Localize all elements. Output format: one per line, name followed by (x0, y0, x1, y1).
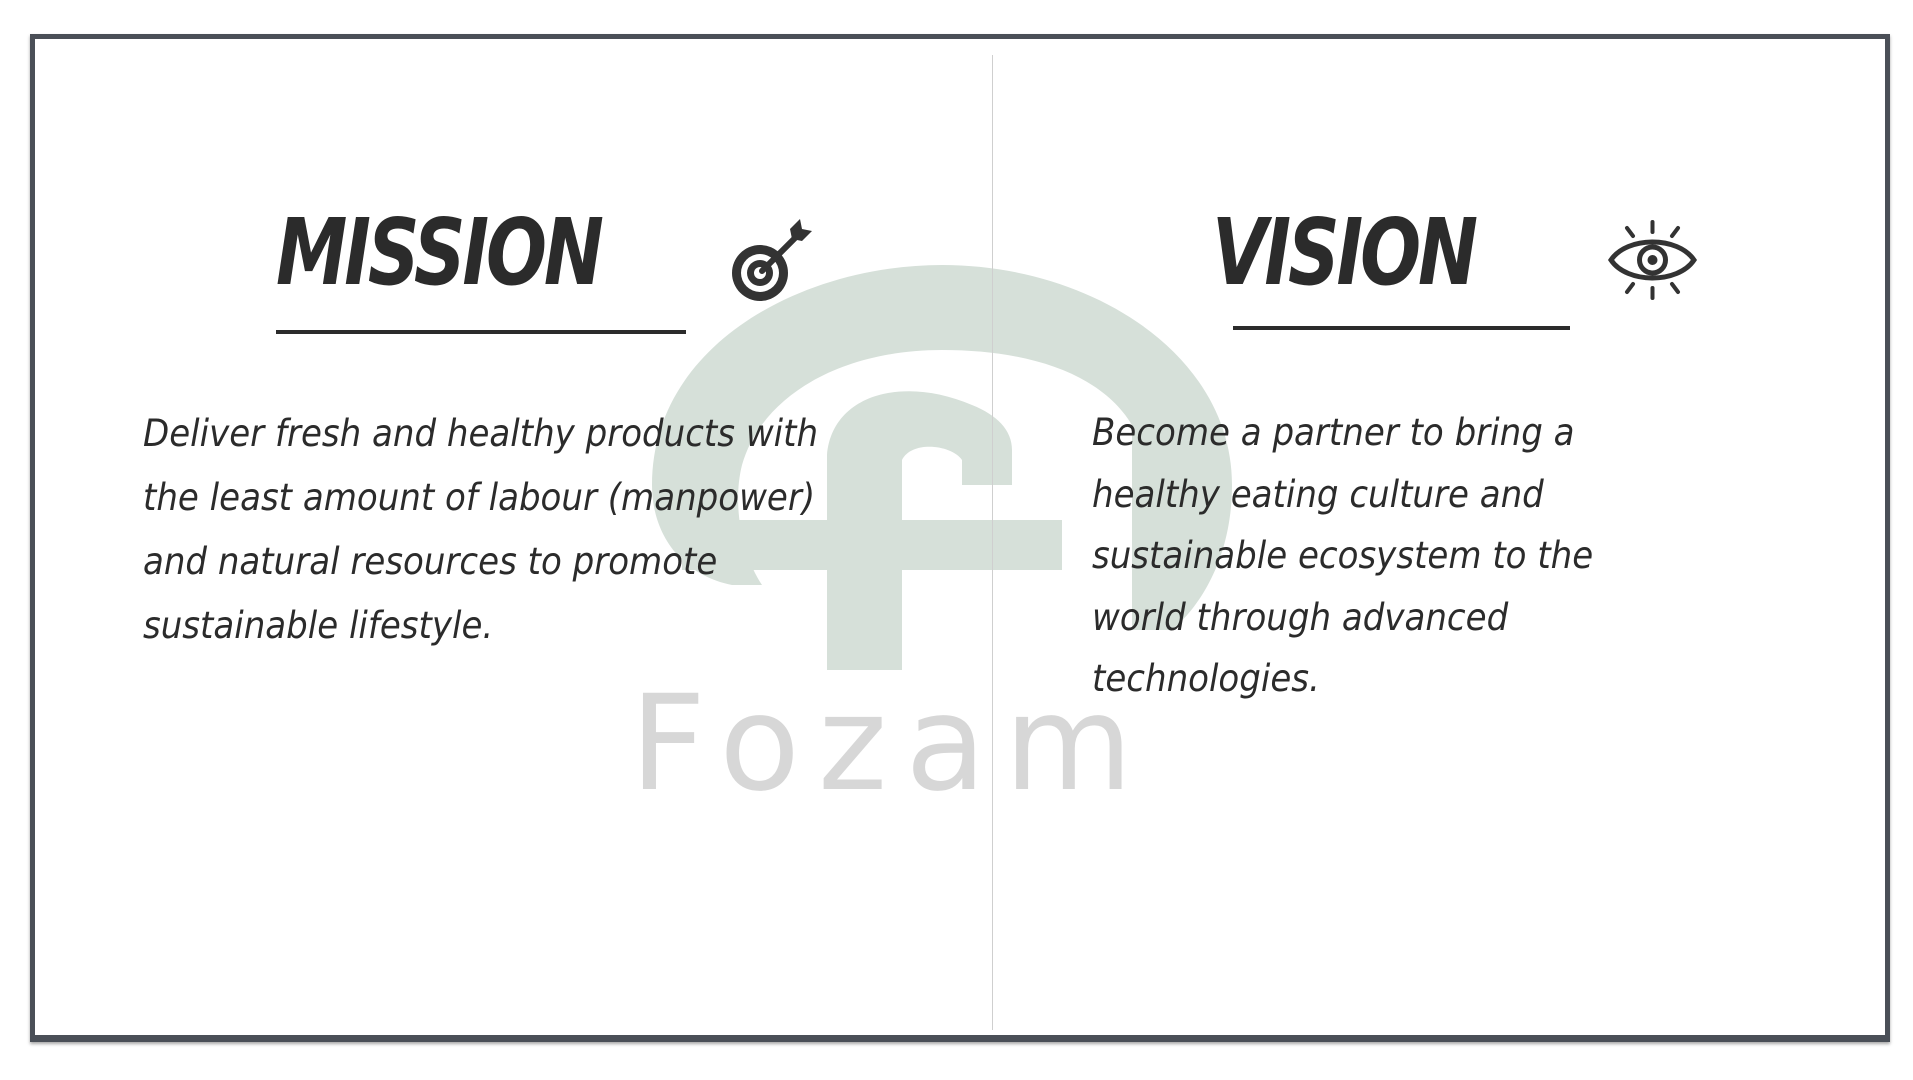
fozam-brand-watermark: Fozam (630, 667, 1151, 821)
column-divider (992, 55, 993, 1030)
vision-underline (1233, 326, 1570, 330)
vision-statement: Become a partner to bring a healthy eati… (1092, 411, 1594, 700)
mission-title: MISSION (276, 199, 604, 306)
fozam-logo-watermark (652, 265, 1232, 670)
vision-title: VISION (1212, 199, 1478, 306)
eye-icon (1607, 220, 1698, 300)
mission-underline (276, 330, 686, 334)
target-arrow-icon (732, 219, 812, 301)
mission-statement: Deliver fresh and healthy products with … (143, 412, 819, 647)
